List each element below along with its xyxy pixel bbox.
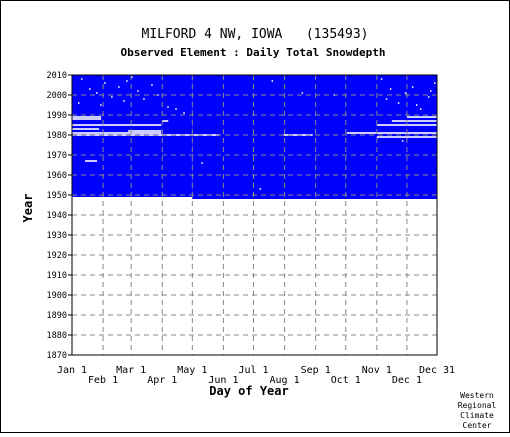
missing-data-row	[72, 116, 102, 118]
y-tick-label: 1950	[47, 191, 67, 201]
x-tick-label: Apr 1	[147, 375, 177, 386]
missing-data-point	[433, 82, 436, 84]
missing-data-point	[385, 98, 388, 100]
missing-data-row	[72, 118, 102, 120]
y-tick-label: 1980	[47, 131, 67, 141]
missing-data-point	[96, 92, 98, 94]
credit-line: Western	[460, 391, 494, 400]
missing-data-point	[419, 108, 422, 110]
x-tick-label: Dec 31	[419, 365, 455, 376]
missing-data-row	[406, 116, 437, 118]
missing-data-point	[427, 96, 430, 98]
missing-data-row	[72, 132, 162, 134]
y-tick-label: 1880	[47, 331, 67, 341]
missing-data-point	[183, 112, 185, 114]
missing-data-row	[85, 160, 98, 162]
missing-data-point	[301, 92, 304, 94]
missing-data-point	[167, 106, 169, 108]
plot-area: 2010 2000 1990 1980 1970 1960 1950 1940 1930 1920…	[47, 71, 456, 386]
x-tick-label: Oct 1	[331, 375, 361, 386]
missing-data-point	[397, 102, 400, 104]
x-tick-label: Jun 1	[208, 375, 238, 386]
missing-data-row	[72, 128, 100, 130]
x-axis-label: Day of Year	[209, 384, 288, 398]
x-tick-label: Aug 1	[270, 375, 300, 386]
missing-data-point	[131, 76, 133, 78]
missing-data-point	[81, 78, 83, 80]
missing-data-row	[128, 130, 162, 132]
x-tick-label: Feb 1	[88, 375, 118, 386]
missing-data-point	[259, 188, 262, 190]
y-tick-label: 1990	[47, 111, 67, 121]
chart-subtitle: Observed Element : Daily Total Snowdepth	[121, 46, 386, 59]
y-axis-label: Year	[21, 194, 35, 223]
missing-data-row	[72, 124, 162, 126]
missing-data-point	[137, 90, 139, 92]
missing-data-row	[376, 136, 437, 138]
y-tick-label: 1940	[47, 211, 67, 221]
y-tick-label: 1890	[47, 311, 67, 321]
missing-data-point	[126, 80, 128, 82]
chart-title: MILFORD 4 NW, IOWA (135493)	[142, 27, 369, 42]
missing-data-point	[401, 140, 404, 142]
x-tick-label: Mar 1	[116, 365, 146, 376]
y-tick-label: 2000	[47, 91, 67, 101]
missing-data-point	[89, 88, 91, 90]
x-tick-label: Sep 1	[301, 365, 331, 376]
data-block-jan-apr	[72, 75, 193, 197]
missing-data-point	[123, 100, 125, 102]
missing-data-point	[429, 90, 432, 92]
missing-data-point	[201, 162, 203, 164]
missing-data-point	[380, 78, 383, 80]
missing-data-point	[118, 86, 120, 88]
missing-data-point	[415, 104, 418, 106]
missing-data-row	[162, 120, 169, 122]
missing-data-point	[151, 84, 153, 86]
missing-data-point	[175, 108, 177, 110]
missing-data-point	[78, 102, 80, 104]
y-tick-label: 1870	[47, 351, 67, 361]
missing-data-point	[143, 98, 145, 100]
missing-data-point	[271, 80, 274, 82]
y-tick-label: 1920	[47, 251, 67, 261]
missing-data-point	[111, 96, 113, 98]
x-tick-label: Dec 1	[392, 375, 422, 386]
missing-data-point	[411, 86, 414, 88]
y-tick-label: 1930	[47, 231, 67, 241]
y-tick-label: 1970	[47, 151, 67, 161]
missing-data-point	[104, 82, 106, 84]
missing-data-point	[389, 88, 392, 90]
credit-line: Climate	[460, 411, 494, 420]
missing-data-point	[100, 104, 102, 106]
x-tick-label: May 1	[177, 365, 207, 376]
y-tick-label: 1910	[47, 271, 67, 281]
credit-line: Center	[463, 421, 492, 430]
x-tick-label: Jul 1	[238, 365, 268, 376]
missing-data-row	[346, 132, 437, 134]
x-tick-label: Jan 1	[57, 365, 87, 376]
missing-data-point	[404, 92, 407, 94]
y-tick-label: 2010	[47, 71, 67, 81]
x-tick-label: Nov 1	[362, 365, 392, 376]
credit-line: Regional	[458, 401, 497, 410]
y-tick-label: 1960	[47, 171, 67, 181]
y-tick-label: 1900	[47, 291, 67, 301]
missing-data-row	[391, 120, 437, 122]
